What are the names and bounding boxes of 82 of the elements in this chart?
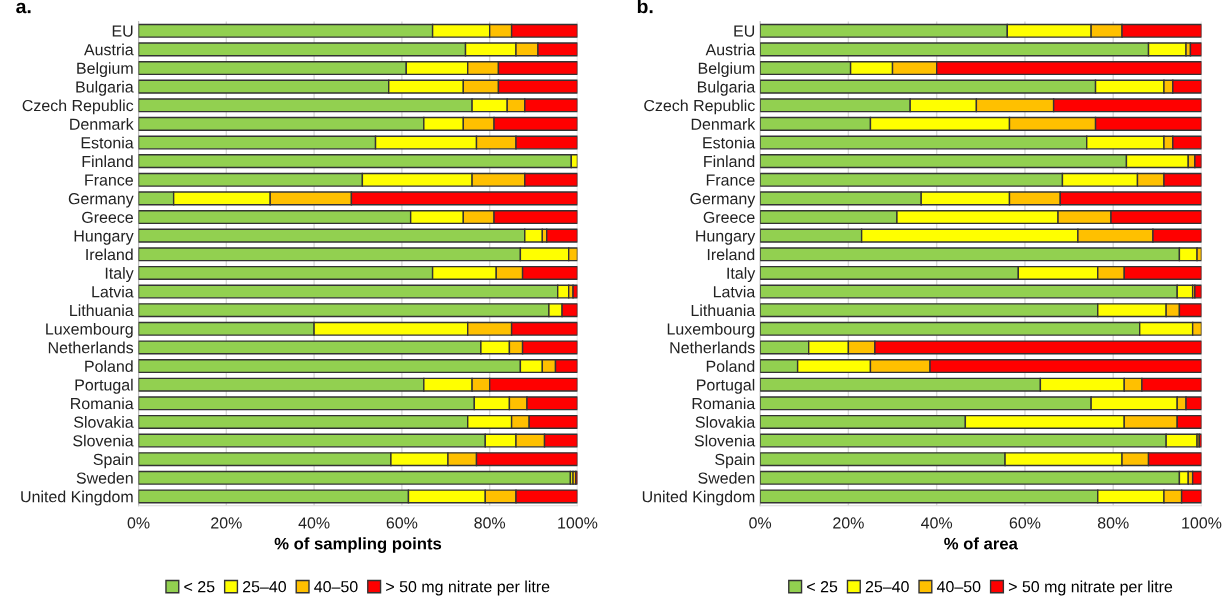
bar (138, 470, 572, 485)
x-axis-title: % of area (944, 537, 1018, 550)
y-tick-label: Portugal (75, 378, 133, 394)
legend-label: 40–50 (936, 581, 981, 593)
y-tick-label: Czech Republic (644, 99, 755, 115)
y-tick-label: Lithuania (70, 304, 134, 317)
y-tick-label: Italy (105, 267, 134, 282)
legend-label: 25–40 (243, 581, 287, 593)
x-tick-label: 100% (1182, 517, 1222, 529)
x-tick-label: 20% (833, 517, 864, 529)
y-tick-label: Ireland (86, 248, 133, 261)
y-tick-label: Slovakia (74, 416, 134, 428)
y-tick-label: Hungary (74, 230, 134, 245)
chart-title: a. (16, 2, 31, 14)
y-tick-label: Romania (71, 397, 134, 410)
y-tick-label: Bulgaria (697, 80, 756, 96)
legend-label: > 50 mg nitrate per litre (386, 580, 550, 596)
legend-label: 40–50 (314, 581, 358, 593)
y-tick-label: Lithuania (691, 304, 756, 317)
y-tick-label: Italy (727, 267, 756, 282)
y-tick-label: Denmark (70, 118, 134, 130)
y-tick-label: Hungary (696, 230, 756, 245)
y-tick-label: Belgium (77, 62, 133, 78)
y-tick-label: Poland (85, 360, 133, 372)
x-tick-label: 20% (211, 517, 242, 529)
y-tick-label: Sweden (698, 472, 755, 484)
y-tick-label: Spain (715, 453, 755, 469)
y-tick-label: Germany (68, 193, 134, 208)
y-tick-label: Latvia (713, 285, 756, 298)
y-tick-label: Germany (690, 193, 756, 208)
x-tick-label: 100% (558, 517, 598, 529)
y-tick-label: Austria (84, 43, 134, 56)
chart-title: b. (637, 0, 653, 14)
y-tick-label: Luxembourg (46, 322, 133, 338)
legend-label: < 25 (807, 581, 838, 593)
y-tick-label: Belgium (698, 62, 755, 78)
y-tick-label: Sweden (76, 472, 133, 484)
y-tick-label: EU (112, 25, 133, 37)
x-tick-label: 80% (1097, 517, 1129, 529)
y-tick-label: Estonia (81, 136, 134, 149)
y-tick-label: United Kingdom (642, 490, 755, 506)
y-tick-label: France (706, 174, 755, 186)
y-tick-label: France (85, 174, 133, 186)
legend-label: 25–40 (865, 581, 909, 593)
y-tick-label: Denmark (691, 118, 756, 130)
y-tick-label: Luxembourg (667, 322, 755, 338)
bar (572, 284, 578, 299)
y-tick-label: Poland (706, 360, 755, 372)
y-tick-label: Ireland (707, 248, 755, 261)
y-tick-label: Finland (704, 155, 755, 168)
legend-label: > 50 mg nitrate per litre (1008, 580, 1173, 596)
y-tick-label: Greece (703, 211, 755, 223)
y-tick-label: Greece (82, 211, 133, 223)
x-tick-label: 0% (749, 517, 772, 529)
x-tick-label: 40% (298, 517, 330, 529)
y-tick-label: Netherlands (48, 341, 134, 354)
y-tick-label: Estonia (703, 136, 756, 149)
y-tick-label: Romania (692, 397, 756, 410)
x-tick-label: 60% (1009, 517, 1041, 529)
x-tick-label: 80% (474, 517, 506, 529)
y-tick-label: Bulgaria (76, 80, 134, 96)
bar (546, 228, 578, 243)
x-tick-label: 0% (127, 517, 150, 529)
y-tick-label: Slovakia (695, 416, 756, 428)
y-tick-label: Portugal (697, 378, 755, 394)
y-tick-label: United Kingdom (21, 490, 133, 506)
y-tick-label: Austria (705, 43, 756, 56)
x-tick-label: 60% (386, 517, 418, 529)
y-tick-label: Czech Republic (22, 99, 134, 115)
y-tick-label: EU (734, 25, 755, 37)
bar (1191, 470, 1202, 485)
y-tick-label: Slovenia (694, 434, 756, 447)
y-tick-label: Netherlands (670, 341, 755, 354)
y-tick-label: Spain (93, 453, 133, 469)
bar (1189, 42, 1202, 57)
y-tick-label: Latvia (92, 285, 134, 298)
y-tick-label: Slovenia (73, 434, 134, 447)
bar (1194, 284, 1202, 299)
x-axis-title: % of sampling points (274, 537, 442, 553)
legend-label: < 25 (184, 581, 215, 593)
x-tick-label: 40% (921, 517, 953, 529)
y-tick-label: Finland (82, 155, 133, 168)
